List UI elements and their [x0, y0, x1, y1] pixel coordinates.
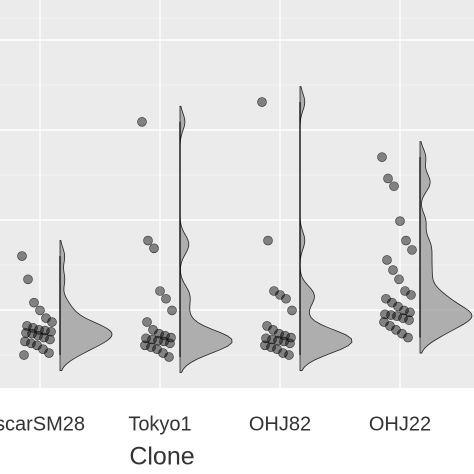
point — [285, 338, 295, 349]
point — [275, 290, 285, 300]
point — [155, 286, 165, 296]
point — [149, 243, 159, 254]
point — [152, 344, 162, 355]
point — [143, 235, 153, 246]
point — [19, 350, 29, 360]
point — [44, 348, 54, 358]
point — [268, 324, 278, 335]
point — [397, 328, 407, 339]
point — [279, 336, 289, 347]
x-tick-label: Tokyo1 — [128, 413, 191, 435]
point — [165, 338, 175, 349]
point — [257, 97, 267, 107]
point — [263, 235, 273, 246]
point — [404, 315, 414, 325]
point — [391, 324, 401, 335]
point — [23, 274, 33, 285]
point — [380, 309, 390, 320]
point — [280, 330, 290, 341]
point — [278, 348, 288, 358]
point — [395, 216, 405, 226]
point — [262, 321, 272, 331]
point — [401, 235, 411, 246]
point — [148, 324, 158, 335]
point — [142, 317, 152, 327]
point — [20, 336, 30, 347]
point — [274, 328, 284, 339]
point — [281, 293, 291, 304]
point — [47, 317, 57, 327]
point — [158, 348, 168, 358]
point — [287, 305, 297, 316]
point — [407, 245, 417, 255]
point — [153, 335, 163, 346]
point — [167, 305, 177, 316]
point — [266, 342, 276, 353]
point — [260, 340, 270, 351]
point — [388, 265, 398, 275]
point — [41, 313, 51, 323]
point — [399, 305, 409, 316]
point — [385, 321, 395, 331]
point — [389, 181, 399, 192]
point — [392, 311, 402, 322]
point — [33, 330, 43, 341]
point — [393, 301, 403, 312]
point — [38, 344, 48, 355]
x-axis-label: Clone — [129, 443, 194, 471]
point — [386, 310, 396, 320]
point — [140, 340, 150, 351]
x-tick-label: OHJ22 — [369, 413, 431, 435]
point — [146, 342, 156, 353]
point — [267, 334, 277, 345]
point — [398, 313, 408, 323]
point — [379, 317, 389, 327]
point — [382, 255, 392, 265]
x-tick-label: scarSM28 — [0, 413, 85, 435]
point — [28, 323, 38, 333]
point — [164, 352, 174, 362]
point — [381, 293, 391, 304]
violin — [59, 240, 113, 371]
point — [46, 326, 56, 337]
point — [272, 344, 282, 355]
point — [137, 117, 147, 127]
point — [27, 328, 37, 339]
point — [154, 328, 164, 339]
point — [400, 286, 410, 296]
point — [161, 293, 171, 304]
point — [39, 332, 49, 343]
point — [387, 297, 397, 308]
point — [273, 335, 283, 346]
point — [377, 152, 387, 162]
point — [45, 334, 55, 345]
point — [269, 286, 279, 296]
point — [284, 350, 294, 360]
point — [403, 332, 413, 343]
point — [21, 328, 31, 338]
point — [394, 274, 404, 285]
point — [383, 173, 393, 184]
violin — [419, 141, 473, 354]
point — [159, 336, 169, 347]
point — [35, 305, 45, 316]
x-tick-label: OHJ82 — [249, 413, 311, 435]
point — [17, 251, 27, 261]
point — [147, 334, 157, 345]
point — [26, 338, 36, 349]
point — [22, 321, 32, 331]
point — [406, 290, 416, 300]
point — [141, 333, 151, 344]
point — [160, 330, 170, 341]
point — [29, 297, 39, 308]
point — [405, 307, 415, 318]
point — [40, 325, 50, 336]
point — [32, 340, 42, 351]
point — [261, 333, 271, 344]
